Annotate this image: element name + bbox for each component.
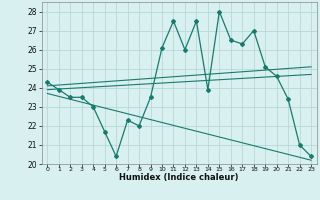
X-axis label: Humidex (Indice chaleur): Humidex (Indice chaleur) <box>119 173 239 182</box>
